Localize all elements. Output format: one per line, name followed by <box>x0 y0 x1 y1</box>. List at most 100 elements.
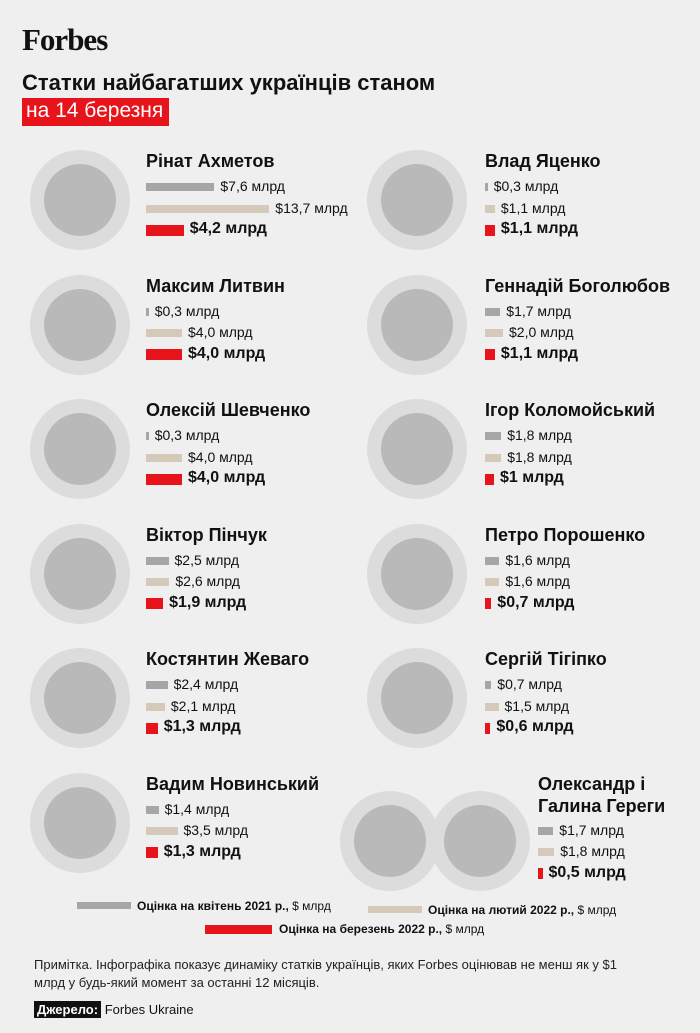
person-name: Ігор Коломойський <box>485 400 656 420</box>
person-name: Рінат Ахметов <box>146 151 275 171</box>
source-label: Джерело: <box>34 1001 102 1018</box>
bar <box>538 868 543 879</box>
value-label: $4,0 млрд <box>188 448 253 465</box>
legend-entry: Оцінка на лютий 2022 р., $ млрд <box>428 903 616 917</box>
bar <box>485 702 499 711</box>
value-label: $2,4 млрд <box>173 676 239 692</box>
bar <box>485 578 500 586</box>
value-label: $0,3 млрд <box>154 302 220 319</box>
bar <box>146 224 184 236</box>
photo <box>30 150 130 250</box>
bar <box>146 722 158 734</box>
person-name: Костянтин Жеваго <box>146 649 310 669</box>
value-label: $1,7 млрд <box>506 302 571 319</box>
bar <box>485 556 500 565</box>
bar <box>485 473 494 485</box>
bar <box>146 556 169 565</box>
person-name: Влад Яценко <box>485 151 601 171</box>
value-label: $1,8 млрд <box>507 427 572 443</box>
legend-unit: $ млрд <box>577 903 617 917</box>
bar <box>485 681 492 689</box>
value-label: $3,5 млрд <box>183 822 249 838</box>
legend-entry: Оцінка на квітень 2021 р., $ млрд <box>137 899 331 913</box>
value-label: $1,1 млрд <box>500 344 579 362</box>
subtitle: на 14 березня <box>22 98 170 126</box>
value-label: $1,1 млрд <box>500 220 579 237</box>
photo <box>367 274 467 375</box>
bar <box>146 847 158 858</box>
note: Примітка. Інфографіка показує динаміку с… <box>34 957 617 990</box>
legend-unit: $ млрд <box>292 899 331 913</box>
value-label: $0,3 млрд <box>493 178 559 194</box>
value-label: $2,0 млрд <box>509 324 574 340</box>
bar <box>146 204 270 213</box>
value-label: $1,3 млрд <box>163 842 241 860</box>
person-name: Олександр і Галина Гереги <box>538 773 666 816</box>
bar <box>146 827 178 835</box>
value-label: $13,7 млрд <box>275 199 348 216</box>
value-label: $1,8 млрд <box>507 448 572 465</box>
bar <box>146 432 149 440</box>
value-label: $1,6 млрд <box>505 551 570 568</box>
legend-swatch <box>205 925 272 934</box>
value-label: $1,4 млрд <box>164 800 230 817</box>
person-name: Петро Порошенко <box>485 524 646 545</box>
value-label: $1,6 млрд <box>505 573 570 589</box>
photo <box>30 274 130 375</box>
bar <box>485 432 502 440</box>
legend-unit: $ млрд <box>445 922 485 936</box>
bar <box>485 349 495 360</box>
value-label: $1 млрд <box>500 469 564 486</box>
bar <box>146 349 182 360</box>
value-label: $0,6 млрд <box>496 718 574 735</box>
value-label: $1,5 млрд <box>504 697 570 714</box>
bar <box>146 598 164 609</box>
source-text: Forbes Ukraine <box>104 1002 194 1017</box>
person-name: Олексій Шевченко <box>146 400 311 420</box>
bar <box>485 224 495 236</box>
brand-logo: Forbes <box>22 22 108 57</box>
person-name: Віктор Пінчук <box>146 524 267 545</box>
bar <box>485 453 502 462</box>
value-label: $4,0 млрд <box>188 469 266 486</box>
source: Джерело: Forbes Ukraine <box>34 1001 194 1018</box>
legend-label: Оцінка на лютий 2022 р., <box>428 903 575 917</box>
photo <box>30 399 130 499</box>
photo <box>430 790 530 891</box>
legend-swatch <box>368 906 422 913</box>
bar <box>146 681 168 689</box>
bar <box>146 453 182 462</box>
bar <box>485 307 501 316</box>
person-name: Максим Литвин <box>146 275 285 296</box>
value-label: $0,7 млрд <box>497 676 562 692</box>
legend-swatch <box>77 902 131 909</box>
bar <box>485 722 491 734</box>
value-label: $7,6 млрд <box>220 178 285 194</box>
photo <box>340 790 440 891</box>
value-label: $4,2 млрд <box>189 220 267 237</box>
bar <box>146 329 182 337</box>
bar <box>485 329 503 337</box>
photo <box>367 150 467 250</box>
bar <box>146 183 215 191</box>
value-label: $1,9 млрд <box>169 593 247 611</box>
legend-label: Оцінка на березень 2022 р., <box>279 922 443 936</box>
bar <box>485 204 495 213</box>
photo <box>30 523 130 624</box>
legend-entry: Оцінка на березень 2022 р., $ млрд <box>279 922 484 936</box>
value-label: $1,8 млрд <box>560 843 625 859</box>
photo <box>367 399 467 499</box>
value-label: $1,1 млрд <box>500 199 566 216</box>
person-name: Вадим Новинський <box>146 773 320 794</box>
bar <box>146 578 170 586</box>
value-label: $1,7 млрд <box>559 821 624 838</box>
value-label: $2,6 млрд <box>175 573 240 589</box>
value-label: $0,3 млрд <box>154 427 220 443</box>
value-label: $2,1 млрд <box>170 697 236 714</box>
bar <box>146 473 182 485</box>
photo <box>367 648 467 748</box>
value-label: $1,3 млрд <box>163 718 241 735</box>
legend-label: Оцінка на квітень 2021 р., <box>137 899 289 913</box>
value-label: $4,0 млрд <box>188 344 266 362</box>
